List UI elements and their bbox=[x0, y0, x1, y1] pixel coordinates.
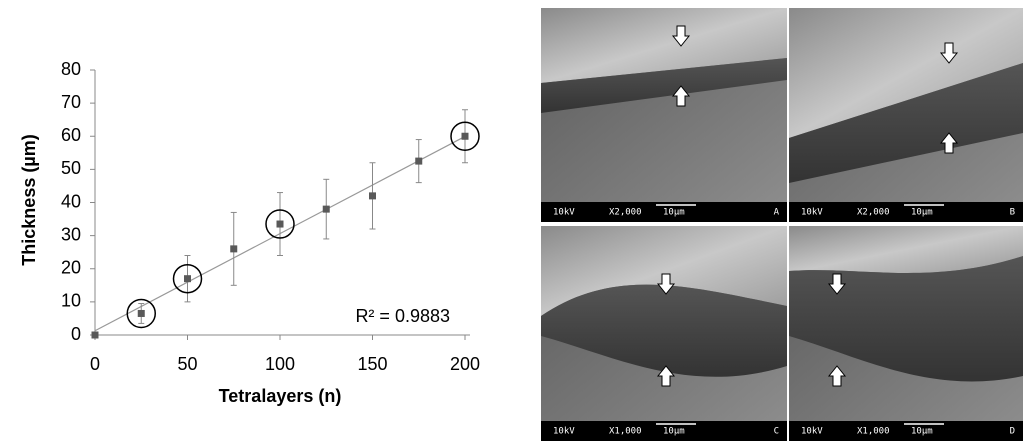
marker bbox=[415, 157, 423, 165]
sem-film bbox=[789, 256, 1023, 382]
sem-surface bbox=[789, 226, 1023, 273]
marker bbox=[322, 205, 330, 213]
x-tick-label: 0 bbox=[90, 354, 100, 374]
sem-surface bbox=[541, 226, 787, 316]
sem-scale: 10µm bbox=[663, 427, 685, 437]
highlight-circle bbox=[126, 298, 156, 329]
arrow bbox=[827, 365, 847, 387]
arrow bbox=[939, 42, 959, 64]
sem-film bbox=[789, 63, 1023, 183]
arrow bbox=[656, 273, 676, 295]
x-tick-label: 100 bbox=[265, 354, 295, 374]
highlight-circle bbox=[265, 209, 295, 239]
sem-magnification: X2,000 bbox=[609, 208, 642, 218]
x-tick-label: 200 bbox=[450, 354, 480, 374]
marker bbox=[230, 245, 238, 253]
marker bbox=[461, 132, 469, 140]
marker bbox=[91, 331, 99, 339]
y-tick-label: 10 bbox=[61, 291, 81, 311]
y-tick-label: 50 bbox=[61, 158, 81, 178]
y-tick-label: 80 bbox=[61, 59, 81, 79]
sem-info-bar bbox=[789, 421, 1023, 441]
marker bbox=[369, 192, 376, 200]
y-tick-label: 20 bbox=[61, 258, 81, 278]
sem-magnification: X2,000 bbox=[857, 208, 890, 218]
annotation: R² = 0.9883 bbox=[355, 306, 450, 326]
arrow bbox=[827, 273, 847, 295]
y-tick-label: 60 bbox=[61, 125, 81, 145]
arrow bbox=[671, 25, 691, 47]
sem-info-bar bbox=[789, 202, 1023, 222]
highlight-circle bbox=[450, 121, 480, 151]
y-tick-label: 70 bbox=[61, 92, 81, 112]
sem-panel-label: C bbox=[774, 427, 779, 437]
sem-scale: 10µm bbox=[911, 208, 933, 218]
sem-scale: 10µm bbox=[663, 208, 685, 218]
sem-magnification: X1,000 bbox=[609, 427, 642, 437]
y-tick-label: 0 bbox=[71, 324, 81, 344]
arrow bbox=[671, 85, 691, 107]
sem-film bbox=[541, 284, 787, 377]
marker bbox=[276, 220, 284, 228]
sem-panel-label: A bbox=[774, 208, 780, 218]
highlight-circle bbox=[172, 263, 203, 294]
sem-panel-label: D bbox=[1010, 427, 1015, 437]
marker bbox=[184, 275, 191, 283]
x-tick-label: 50 bbox=[177, 354, 197, 374]
sem-images: 10kV X2,000 10µm A 10kV X2,000 10µm B 10kV X1,000… bbox=[541, 8, 1023, 441]
x-axis-label: Tetralayers (n) bbox=[219, 386, 342, 406]
sem-scale: 10µm bbox=[911, 427, 933, 437]
sem-info-bar bbox=[541, 421, 787, 441]
sem-voltage: 10kV bbox=[801, 208, 823, 218]
y-axis-label: Thickness (µm) bbox=[19, 134, 39, 265]
sem-panel-label: B bbox=[1010, 208, 1015, 218]
arrow bbox=[656, 365, 676, 387]
y-tick-label: 30 bbox=[61, 224, 81, 244]
sem-voltage: 10kV bbox=[801, 427, 823, 437]
marker bbox=[137, 309, 145, 317]
sem-film bbox=[541, 58, 787, 113]
sem-info-bar bbox=[541, 202, 787, 222]
x-tick-label: 150 bbox=[357, 354, 387, 374]
sem-magnification: X1,000 bbox=[857, 427, 890, 437]
sem-voltage: 10kV bbox=[553, 208, 575, 218]
sem-voltage: 10kV bbox=[553, 427, 575, 437]
y-tick-label: 40 bbox=[61, 191, 81, 211]
sem-surface bbox=[789, 8, 1023, 138]
arrow bbox=[939, 132, 959, 154]
